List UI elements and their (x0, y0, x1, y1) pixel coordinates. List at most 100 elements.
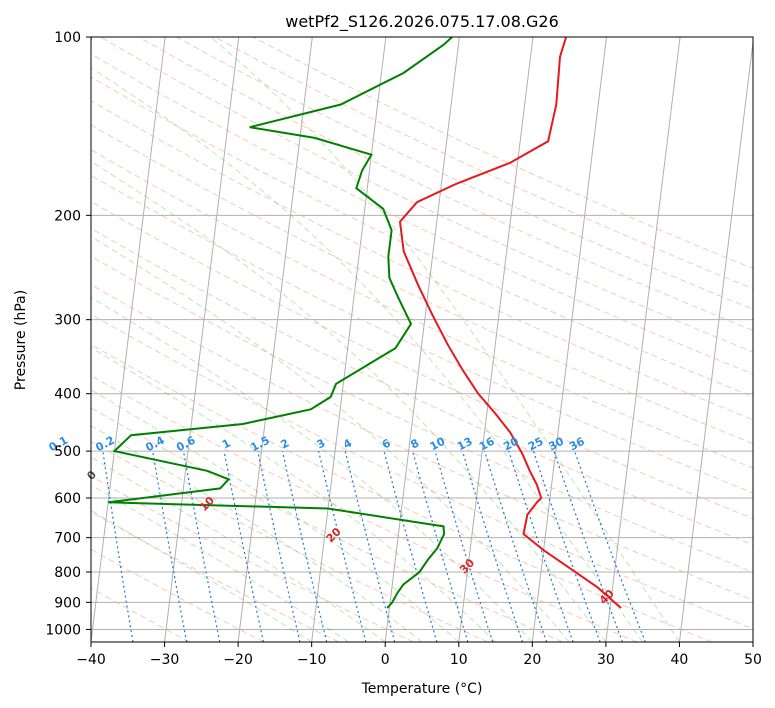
isotherm-line (678, 38, 753, 642)
y-tick-label: 300 (54, 313, 81, 329)
x-axis-label: Temperature (°C) (361, 681, 483, 697)
moist-adiabat-line (91, 235, 570, 642)
mixing-ratio-label: 30 (546, 435, 566, 454)
dewpoint-profile-line (107, 37, 453, 609)
x-tick-label: −10 (297, 652, 327, 668)
dry-adiabat-line (91, 475, 414, 642)
isotherm-line (164, 37, 240, 642)
isotherm-line (384, 37, 460, 642)
x-tick-label: 50 (744, 652, 762, 668)
mixing-ratio-line (223, 450, 265, 642)
mixing-ratio-label: 36 (567, 435, 587, 454)
dry-adiabat-line (91, 313, 753, 630)
dry-adiabat-line (91, 200, 753, 520)
dry-adiabat-line (91, 100, 753, 421)
dry-adiabat-line (252, 37, 753, 270)
dry-adiabat-line (91, 53, 753, 375)
dry-adiabat-line (91, 227, 753, 546)
temperature-profile-line (398, 37, 622, 609)
dry-adiabat-line (214, 37, 753, 290)
mixing-ratio-line (257, 450, 301, 642)
moist-adiabat-line (91, 456, 386, 642)
isotherm-line (237, 37, 313, 642)
moist-adiabat-line (91, 346, 496, 642)
dry-adiabat-line (91, 375, 638, 642)
dry-adiabat-line (91, 124, 753, 445)
x-tick-label: −20 (223, 652, 253, 668)
dry-adiabat-line (91, 548, 265, 642)
mixing-ratio-label: 6 (380, 436, 393, 451)
dry-adiabat-line (91, 440, 489, 642)
mixing-ratio-line (574, 450, 646, 642)
plot-frame (90, 36, 754, 643)
isotherm-line (605, 37, 681, 642)
dry-adiabat-line (176, 37, 753, 310)
mixing-ratio-label: 4 (341, 436, 354, 451)
x-tick-label: 40 (671, 652, 689, 668)
background-reference-lines (91, 37, 753, 642)
mixing-ratio-label: 13 (455, 435, 475, 454)
isotherm-line (458, 37, 534, 642)
mixing-ratio-line (434, 450, 494, 642)
moist-adiabat-line (91, 509, 312, 642)
x-tick-label: 30 (597, 652, 615, 668)
mixing-ratio-line (182, 450, 221, 642)
isotherm-line (91, 37, 166, 642)
y-tick-label: 800 (54, 565, 81, 581)
mixing-ratio-line (383, 450, 438, 642)
dry-adiabat-line (91, 407, 563, 642)
y-tick-label: 900 (54, 595, 81, 611)
dry-adiabat-label: 10 (197, 494, 217, 514)
chart-title: wetPf2_S126.2026.075.17.08.G26 (285, 12, 559, 32)
moist-adiabat-line (91, 296, 533, 642)
y-tick-label: 500 (54, 444, 81, 460)
dry-adiabat-line (91, 511, 340, 642)
mixing-ratio-line (344, 450, 396, 642)
mixing-ratio-label: 20 (501, 435, 521, 454)
mixing-ratio-label: 16 (477, 435, 497, 454)
mixing-ratio-line (508, 450, 574, 642)
dry-adiabat-line (91, 149, 753, 469)
dry-adiabat-line (91, 343, 712, 642)
y-axis-label: Pressure (hPa) (13, 290, 29, 390)
sounding-profiles (107, 37, 622, 609)
mixing-ratio-label: 8 (408, 436, 421, 451)
y-tick-label: 700 (54, 531, 81, 547)
axis-ticks: −40 −30 −20 −10 0 10 20 30 40 5010020030040050060… (45, 30, 762, 668)
x-tick-label: 10 (450, 652, 468, 668)
y-tick-label: 100 (54, 30, 81, 46)
moist-adiabat-line (91, 389, 460, 642)
mixing-ratio-line (461, 450, 524, 642)
x-tick-label: −30 (150, 652, 180, 668)
moist-adiabat-line (91, 424, 423, 642)
dry-adiabat-label: 0 (84, 468, 99, 483)
mixing-ratio-label: 1 (220, 436, 233, 451)
isopleth-labels: 0.10.20.40.611.52346810131620253036-100-… (47, 434, 617, 607)
moist-adiabat-line (210, 37, 680, 642)
isotherm-line (752, 637, 753, 642)
mixing-ratio-line (484, 450, 548, 642)
mixing-ratio-label: 2 (278, 436, 291, 451)
y-tick-label: 600 (54, 491, 81, 507)
dry-adiabat-line (91, 76, 753, 398)
dry-adiabat-line (100, 37, 753, 353)
mixing-ratio-line (553, 450, 624, 642)
y-tick-label: 200 (54, 208, 81, 224)
mixing-ratio-line (281, 450, 328, 642)
y-tick-label: 1000 (45, 622, 81, 638)
isotherm-line (311, 37, 387, 642)
mixing-ratio-label: 3 (315, 436, 328, 451)
mixing-ratio-label: 25 (526, 435, 546, 454)
dry-adiabat-label: 30 (457, 556, 477, 576)
mixing-ratio-label: 10 (428, 435, 448, 454)
dry-adiabat-line (138, 37, 753, 331)
dry-adiabat-line (91, 284, 753, 601)
dry-adiabat-line (91, 174, 753, 494)
mixing-ratio-line (532, 450, 601, 642)
x-tick-label: −40 (76, 652, 106, 668)
mixing-ratio-line (318, 450, 367, 642)
moist-adiabat-line (91, 160, 607, 642)
moist-adiabat-line (91, 67, 644, 642)
